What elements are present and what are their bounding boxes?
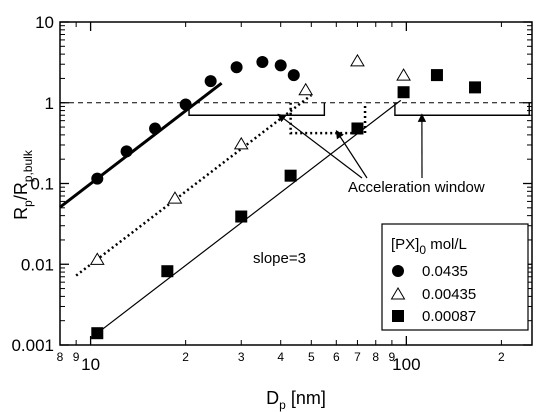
x-minor-tick-label: 8 (57, 350, 64, 364)
acceleration-window-label: Acceleration window (348, 179, 485, 196)
data-point-circle (287, 69, 300, 82)
annotation-arrows (277, 113, 427, 179)
x-minor-tick-label: 9 (73, 350, 80, 364)
y-tick-label: 1 (45, 94, 54, 113)
data-point-circle (230, 61, 243, 74)
data-point-square (161, 265, 174, 278)
fit-line-0.00435 (75, 94, 313, 277)
x-major-tick-label: 10 (81, 355, 100, 374)
x-minor-tick-label: 4 (277, 350, 284, 364)
data-points (89, 53, 482, 340)
legend-entry: 0.00087 (422, 308, 476, 325)
data-point-triangle (167, 191, 183, 204)
x-axis-title: Dp [nm] (266, 388, 326, 412)
x-minor-tick-label: 8 (372, 350, 379, 364)
data-point-triangle (350, 53, 365, 67)
x-minor-tick-label: 2 (498, 350, 505, 364)
legend-title: [PX]0 mol/L (391, 236, 467, 257)
data-point-square (235, 210, 248, 223)
fit-line-0.0435 (59, 82, 223, 209)
data-point-circle (274, 59, 287, 72)
x-minor-tick-label: 6 (333, 350, 340, 364)
data-point-triangle (233, 136, 249, 150)
x-minor-tick-label: 3 (238, 350, 245, 364)
data-point-circle (91, 172, 104, 185)
fit-lines (59, 82, 402, 339)
data-point-square (469, 81, 482, 94)
x-minor-tick-label: 2 (182, 350, 189, 364)
data-point-circle (179, 98, 192, 111)
legend-marker-square (392, 310, 404, 322)
legend: [PX]0 mol/L 0.0435 0.00435 0.00087 (381, 223, 529, 331)
x-minor-tick-label: 5 (308, 350, 315, 364)
acceleration-window-bracket (188, 102, 326, 116)
data-point-circle (120, 145, 133, 158)
x-minor-tick-label: 7 (354, 350, 361, 364)
legend-entry: 0.00435 (422, 286, 476, 303)
data-point-square (91, 327, 104, 340)
slope-label: slope=3 (253, 250, 306, 267)
data-point-square (430, 69, 443, 82)
legend-marker-triangle (390, 287, 406, 300)
x-major-tick-label: 100 (392, 355, 420, 374)
data-point-square (351, 122, 364, 135)
acceleration-arrow (335, 130, 368, 179)
data-point-triangle (298, 82, 314, 96)
acceleration-window-bracket (289, 102, 367, 135)
data-point-square (397, 86, 410, 99)
x-minor-tick-label: 9 (389, 350, 396, 364)
data-point-circle (149, 122, 162, 135)
y-tick-label: 0.01 (21, 255, 54, 274)
acceleration-window-bracket (394, 102, 530, 116)
data-point-circle (256, 55, 269, 68)
data-point-circle (204, 75, 217, 88)
data-point-triangle (396, 68, 411, 81)
acceleration-arrow (277, 113, 363, 179)
legend-marker-circle (392, 265, 404, 277)
legend-entry: 0.0435 (422, 263, 468, 280)
y-tick-label: 0.1 (30, 175, 54, 194)
y-tick-label: 0.001 (11, 336, 54, 355)
data-point-square (284, 169, 297, 182)
legend-box (381, 223, 529, 331)
data-point-triangle (89, 252, 105, 265)
y-axis-title: Rp/Rp,bulk (11, 149, 35, 220)
y-tick-label: 10 (35, 13, 54, 32)
